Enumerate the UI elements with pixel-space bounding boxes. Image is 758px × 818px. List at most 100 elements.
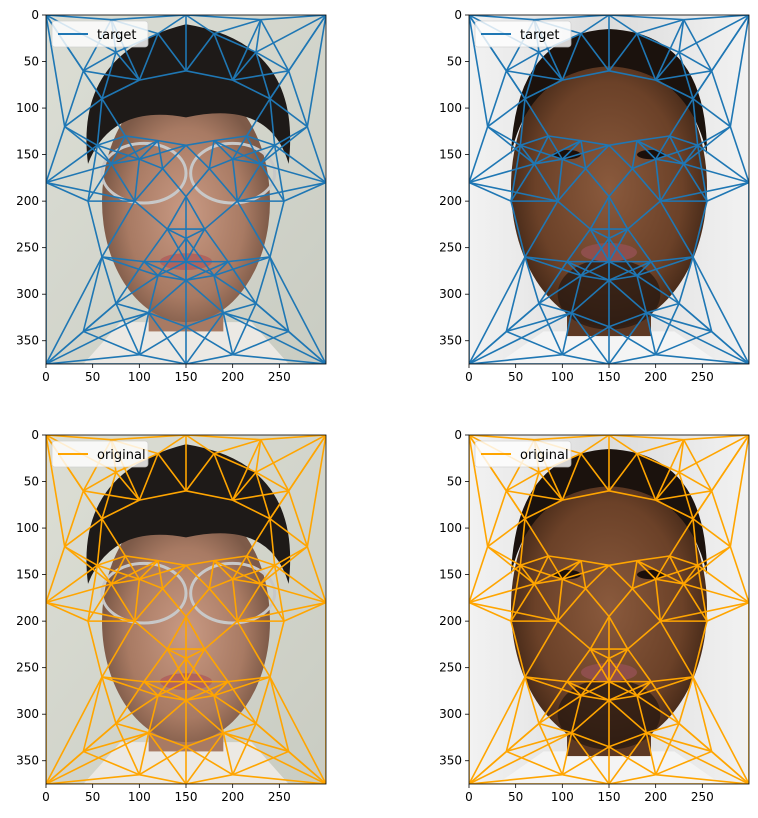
mesh-edge bbox=[487, 125, 521, 146]
mesh-edge bbox=[682, 19, 713, 72]
y-tick-label: 200 bbox=[439, 194, 462, 208]
mesh-edge bbox=[608, 773, 656, 784]
mesh-edge bbox=[636, 676, 694, 697]
mesh-edge bbox=[678, 439, 685, 473]
mesh-edge bbox=[246, 555, 275, 567]
mesh-edge bbox=[133, 579, 141, 622]
mesh-edge bbox=[486, 490, 508, 547]
mesh-edge bbox=[589, 196, 610, 230]
mesh-edge bbox=[669, 135, 698, 147]
mesh-edge bbox=[213, 694, 257, 725]
mesh-edge bbox=[232, 499, 271, 520]
y-tick-label: 300 bbox=[16, 287, 39, 301]
mesh-edge bbox=[204, 200, 238, 230]
legend-label: target bbox=[520, 28, 560, 43]
y-tick-label: 350 bbox=[16, 754, 39, 768]
mesh-edge bbox=[631, 168, 661, 202]
mesh-edge bbox=[166, 648, 187, 660]
mesh-edge bbox=[659, 620, 694, 678]
mesh-edge bbox=[269, 490, 290, 520]
mesh-edge bbox=[580, 274, 610, 282]
y-tick-label: 0 bbox=[454, 8, 462, 22]
mesh-edge bbox=[148, 279, 187, 314]
mesh-edge bbox=[510, 583, 536, 622]
x-tick-label: 50 bbox=[85, 790, 100, 804]
mesh-edge bbox=[645, 732, 657, 775]
y-tick-label: 350 bbox=[439, 754, 462, 768]
mesh-edge bbox=[538, 723, 564, 776]
mesh-edge bbox=[260, 144, 276, 165]
mesh-edge bbox=[147, 275, 159, 314]
mesh-edge bbox=[655, 471, 680, 501]
mesh-edge bbox=[519, 144, 535, 165]
mesh-edge bbox=[524, 256, 582, 277]
mesh-edge bbox=[627, 228, 652, 263]
mesh-edge bbox=[636, 261, 652, 277]
mesh-edge bbox=[236, 583, 262, 622]
mesh-edge bbox=[157, 657, 187, 697]
mesh-edge bbox=[260, 435, 326, 441]
mesh-edge bbox=[580, 560, 587, 589]
mesh-edge bbox=[231, 135, 248, 160]
mesh-edge bbox=[157, 140, 164, 169]
mesh-edge bbox=[166, 228, 187, 263]
mesh-edge bbox=[287, 70, 309, 127]
mesh-edge bbox=[269, 676, 290, 752]
mesh-edge bbox=[608, 279, 647, 314]
mesh-edge bbox=[209, 158, 233, 170]
mesh-edge bbox=[510, 565, 522, 622]
mesh-edge bbox=[101, 676, 117, 724]
mesh-edge bbox=[655, 773, 749, 784]
mesh-edge bbox=[469, 181, 512, 202]
mesh-edge bbox=[255, 676, 271, 724]
y-tick-label: 150 bbox=[439, 148, 462, 162]
mesh-edge bbox=[64, 125, 98, 146]
mesh-edge bbox=[562, 353, 610, 364]
mesh-edge bbox=[506, 732, 572, 753]
mesh-edge bbox=[608, 435, 684, 441]
mesh-edge bbox=[654, 439, 685, 501]
mesh-edge bbox=[655, 564, 698, 581]
mesh-edge bbox=[157, 435, 187, 455]
mesh-edge bbox=[580, 453, 610, 492]
mesh-edge bbox=[534, 158, 563, 165]
legend-label: original bbox=[520, 448, 569, 463]
mesh-edge bbox=[269, 620, 285, 678]
mesh-edge bbox=[208, 560, 215, 589]
mesh-edge bbox=[143, 681, 159, 697]
legend-box bbox=[51, 440, 149, 468]
mesh-edge bbox=[538, 51, 563, 81]
mesh-edge bbox=[46, 256, 103, 364]
mesh-edge bbox=[547, 555, 564, 580]
glasses-right-lens bbox=[189, 141, 277, 205]
mesh-edge bbox=[654, 19, 685, 81]
mesh-edge bbox=[185, 274, 215, 282]
mesh-edge bbox=[608, 144, 633, 170]
mesh-edge bbox=[608, 680, 652, 701]
mesh-edge bbox=[83, 732, 149, 753]
mesh-edge bbox=[645, 312, 657, 355]
mesh-edge bbox=[46, 126, 66, 183]
mesh-edge bbox=[64, 126, 112, 165]
mesh-edge bbox=[208, 588, 238, 622]
y-tick-label: 250 bbox=[439, 241, 462, 255]
mesh-edge bbox=[64, 545, 98, 566]
mesh-edge bbox=[185, 564, 210, 590]
mesh-edge bbox=[654, 159, 662, 202]
mesh-edge bbox=[110, 163, 136, 202]
mesh-edge bbox=[110, 135, 127, 165]
mesh-edge bbox=[185, 648, 206, 660]
mesh-edge bbox=[678, 471, 713, 492]
mesh-edge bbox=[213, 140, 234, 160]
mesh-edge bbox=[692, 518, 699, 566]
mesh-edge bbox=[580, 237, 610, 277]
y-tick-label: 350 bbox=[16, 334, 39, 348]
mesh-edge bbox=[185, 616, 206, 650]
mesh-edge bbox=[166, 616, 187, 650]
mesh-edge bbox=[157, 680, 187, 697]
mesh-edge bbox=[646, 732, 712, 753]
mesh-edge bbox=[538, 681, 568, 724]
panel-bottom-right: 0 50 100 150 200 250 0 50 100 150 200 250 300 350 orig… bbox=[439, 428, 750, 804]
mesh-edge bbox=[683, 163, 749, 184]
mesh-edge bbox=[87, 163, 113, 202]
